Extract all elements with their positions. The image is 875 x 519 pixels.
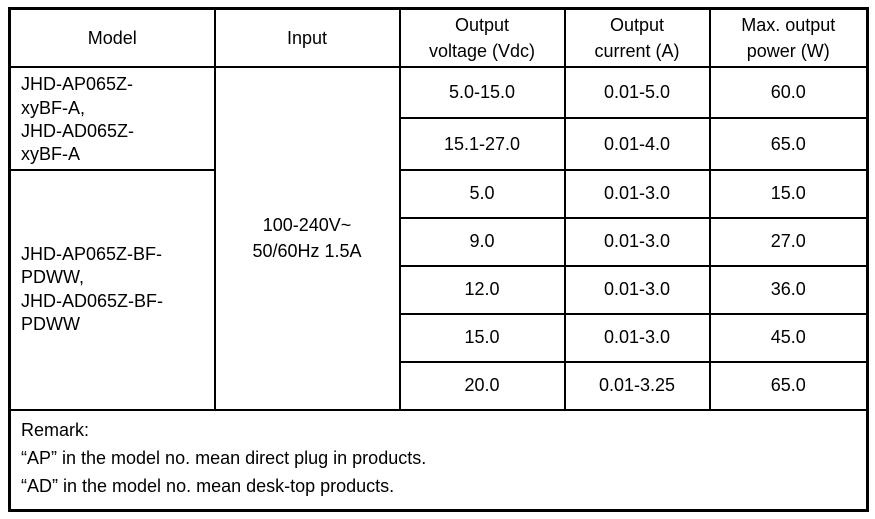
- data-row-3: JHD-AP065Z-BF- PDWW, JHD-AD065Z-BF- PDWW…: [8, 168, 869, 411]
- power-cell: 15.0: [708, 168, 869, 219]
- power-cell: 45.0: [708, 312, 869, 363]
- model-group-a-cell: JHD-AP065Z- xyBF-A, JHD-AD065Z- xyBF-A: [8, 66, 216, 171]
- voltage-cell: 20.0: [398, 360, 566, 411]
- header-max-output-power: Max. output power (W): [708, 7, 869, 69]
- data-row-1: JHD-AP065Z- xyBF-A, JHD-AD065Z- xyBF-A 1…: [8, 66, 869, 411]
- voltage-cell: 15.0: [398, 312, 566, 363]
- voltage-cell: 15.1-27.0: [398, 117, 566, 171]
- remark-row: Remark: “AP” in the model no. mean direc…: [8, 408, 869, 512]
- voltage-cell: 5.0-15.0: [398, 66, 566, 120]
- remark-line-1: “AP” in the model no. mean direct plug i…: [21, 447, 427, 468]
- voltage-cell: 12.0: [398, 264, 566, 315]
- current-cell: 0.01-3.25: [563, 360, 711, 411]
- current-cell: 0.01-4.0: [563, 117, 711, 171]
- voltage-cell: 9.0: [398, 216, 566, 267]
- current-cell: 0.01-5.0: [563, 66, 711, 120]
- data-row-2: 15.1-27.0 0.01-4.0 65.0: [10, 117, 869, 171]
- data-row-7: 20.0 0.01-3.25 65.0: [10, 360, 869, 411]
- power-cell: 36.0: [708, 264, 869, 315]
- remark-title: Remark:: [21, 419, 90, 440]
- header-model: Model: [8, 7, 216, 69]
- remark-line-2: “AD” in the model no. mean desk-top prod…: [21, 475, 395, 496]
- power-cell: 65.0: [708, 360, 869, 411]
- voltage-cell: 5.0: [398, 168, 566, 219]
- header-output-current: Output current (A): [563, 7, 711, 69]
- data-row-4: 9.0 0.01-3.0 27.0: [10, 216, 869, 267]
- header-row: Model Input Output voltage (Vdc) Output …: [8, 7, 869, 69]
- current-cell: 0.01-3.0: [563, 168, 711, 219]
- data-row-6: 15.0 0.01-3.0 45.0: [10, 312, 869, 363]
- current-cell: 0.01-3.0: [563, 312, 711, 363]
- model-group-b-cell: JHD-AP065Z-BF- PDWW, JHD-AD065Z-BF- PDWW: [8, 168, 216, 411]
- input-cell: 100-240V~ 50/60Hz 1.5A: [213, 66, 401, 411]
- power-cell: 60.0: [708, 66, 869, 120]
- power-cell: 27.0: [708, 216, 869, 267]
- current-cell: 0.01-3.0: [563, 216, 711, 267]
- data-row-5: 12.0 0.01-3.0 36.0: [10, 264, 869, 315]
- spec-table: Model Input Output voltage (Vdc) Output …: [8, 7, 869, 512]
- power-cell: 65.0: [708, 117, 869, 171]
- remark-cell: Remark: “AP” in the model no. mean direc…: [8, 408, 869, 512]
- current-cell: 0.01-3.0: [563, 264, 711, 315]
- header-input: Input: [213, 7, 401, 69]
- header-output-voltage: Output voltage (Vdc): [398, 7, 566, 69]
